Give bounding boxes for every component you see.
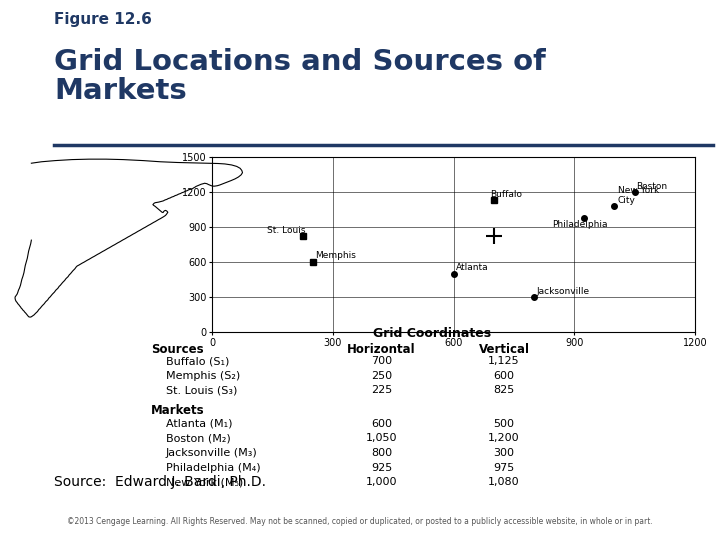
Text: Buffalo: Buffalo xyxy=(490,190,522,199)
Text: St. Louis: St. Louis xyxy=(266,226,305,235)
Text: 1,200: 1,200 xyxy=(488,433,520,443)
Text: 700: 700 xyxy=(371,356,392,366)
Text: 925: 925 xyxy=(371,462,392,472)
Text: 825: 825 xyxy=(493,385,515,395)
Text: New York (M₅): New York (M₅) xyxy=(166,477,243,487)
Text: Boston: Boston xyxy=(636,181,667,191)
Text: Grid Locations and Sources of
Markets: Grid Locations and Sources of Markets xyxy=(54,49,546,105)
Text: 225: 225 xyxy=(371,385,392,395)
Text: 600: 600 xyxy=(493,370,515,381)
Text: Sources: Sources xyxy=(151,343,204,356)
Text: Vertical: Vertical xyxy=(479,343,529,356)
Text: 500: 500 xyxy=(493,419,515,429)
Text: 1,125: 1,125 xyxy=(488,356,520,366)
Text: Figure 12.6: Figure 12.6 xyxy=(54,12,152,27)
Text: Philadelphia (M₄): Philadelphia (M₄) xyxy=(166,462,260,472)
Text: Source:  Edward J. Bardi, Ph.D.: Source: Edward J. Bardi, Ph.D. xyxy=(54,475,266,489)
Text: Memphis: Memphis xyxy=(315,251,356,260)
Text: 1,050: 1,050 xyxy=(366,433,397,443)
Text: Jacksonville (M₃): Jacksonville (M₃) xyxy=(166,448,257,458)
Text: 975: 975 xyxy=(493,462,515,472)
Text: Jacksonville: Jacksonville xyxy=(536,287,589,296)
Text: 600: 600 xyxy=(371,419,392,429)
Text: 800: 800 xyxy=(371,448,392,458)
Text: 300: 300 xyxy=(493,448,515,458)
Text: Horizontal: Horizontal xyxy=(347,343,416,356)
Text: Philadelphia: Philadelphia xyxy=(552,220,608,229)
Text: 250: 250 xyxy=(371,370,392,381)
Text: Grid Coordinates: Grid Coordinates xyxy=(373,327,491,340)
Text: 1,080: 1,080 xyxy=(488,477,520,487)
Text: Memphis (S₂): Memphis (S₂) xyxy=(166,370,240,381)
Text: New York
City: New York City xyxy=(618,186,659,205)
Text: Boston (M₂): Boston (M₂) xyxy=(166,433,230,443)
Text: Buffalo (S₁): Buffalo (S₁) xyxy=(166,356,229,366)
Text: 1,000: 1,000 xyxy=(366,477,397,487)
Text: ©2013 Cengage Learning. All Rights Reserved. May not be scanned, copied or dupli: ©2013 Cengage Learning. All Rights Reser… xyxy=(67,517,653,526)
Text: Atlanta (M₁): Atlanta (M₁) xyxy=(166,419,232,429)
Text: Markets: Markets xyxy=(151,404,204,417)
Text: St. Louis (S₃): St. Louis (S₃) xyxy=(166,385,237,395)
Text: Atlanta: Atlanta xyxy=(456,263,488,272)
